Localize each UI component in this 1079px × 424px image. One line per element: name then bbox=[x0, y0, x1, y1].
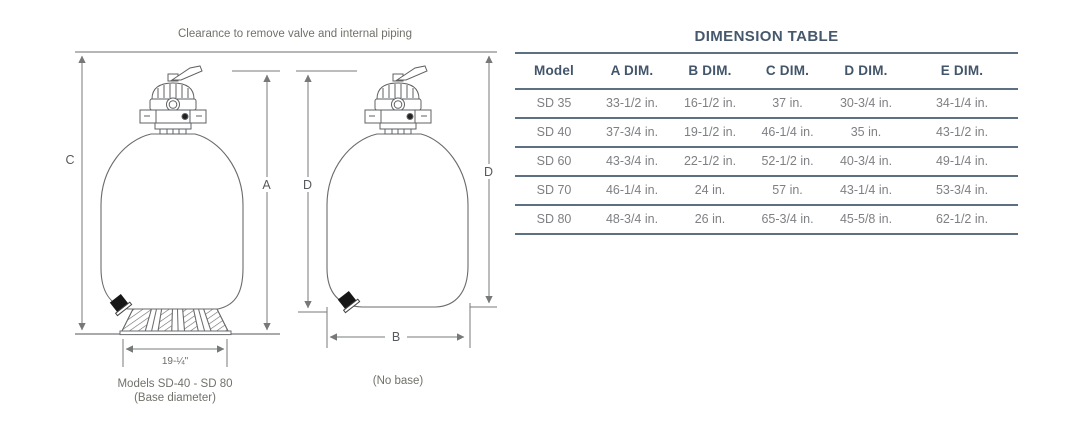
dim-value-cell: 37-3/4 in. bbox=[593, 118, 671, 148]
table-row-sd80: SD 80 48-3/4 in. 26 in. 65-3/4 in. 45-5/… bbox=[515, 205, 1018, 235]
dim-value-cell: 57 in. bbox=[749, 176, 826, 206]
model-cell: SD 60 bbox=[515, 147, 593, 177]
dim-value-cell: 46-1/4 in. bbox=[749, 118, 826, 148]
dim-value-cell: 45-5/8 in. bbox=[826, 205, 906, 235]
dim-value-cell: 52-1/2 in. bbox=[749, 147, 826, 177]
dim-label-b: B bbox=[392, 330, 400, 344]
col-header-model: Model bbox=[515, 52, 593, 90]
tank-no-base bbox=[326, 133, 469, 308]
dim-value-cell: 53-3/4 in. bbox=[906, 176, 1018, 206]
multiport-valve-left bbox=[139, 65, 207, 135]
col-header-e-dim: E DIM. bbox=[906, 52, 1018, 90]
clearance-note: Clearance to remove valve and internal p… bbox=[178, 28, 412, 40]
no-base-caption: (No base) bbox=[373, 375, 424, 387]
tank-with-base bbox=[100, 133, 244, 310]
dim-label-c: C bbox=[65, 153, 74, 167]
dim-value-cell: 46-1/4 in. bbox=[593, 176, 671, 206]
dim-value-cell: 62-1/2 in. bbox=[906, 205, 1018, 235]
dim-value-cell: 35 in. bbox=[826, 118, 906, 148]
dim-value-cell: 30-3/4 in. bbox=[826, 89, 906, 119]
col-header-d-dim: D DIM. bbox=[826, 52, 906, 90]
table-header-row: Model A DIM. B DIM. C DIM. D DIM. E DIM. bbox=[515, 52, 1018, 90]
base-caption-sub: (Base diameter) bbox=[134, 392, 216, 404]
dim-value-cell: 16-1/2 in. bbox=[671, 89, 749, 119]
dim-value-cell: 33-1/2 in. bbox=[593, 89, 671, 119]
dim-value-cell: 49-1/4 in. bbox=[906, 147, 1018, 177]
model-cell: SD 35 bbox=[515, 89, 593, 119]
base-width-label: 19-¼" bbox=[162, 355, 189, 367]
col-header-a-dim: A DIM. bbox=[593, 52, 671, 90]
dim-label-d-mid: D bbox=[303, 178, 312, 192]
table-row-sd35: SD 35 33-1/2 in. 16-1/2 in. 37 in. 30-3/… bbox=[515, 89, 1018, 119]
table-row-sd70: SD 70 46-1/4 in. 24 in. 57 in. 43-1/4 in… bbox=[515, 176, 1018, 206]
dim-value-cell: 26 in. bbox=[671, 205, 749, 235]
model-cell: SD 40 bbox=[515, 118, 593, 148]
table-row-sd60: SD 60 43-3/4 in. 22-1/2 in. 52-1/2 in. 4… bbox=[515, 147, 1018, 177]
dimension-table-panel: DIMENSION TABLE Model A DIM. B DIM. C DI… bbox=[515, 28, 1018, 235]
base-caption-models: Models SD-40 - SD 80 bbox=[117, 378, 232, 390]
table-row-sd40: SD 40 37-3/4 in. 19-1/2 in. 46-1/4 in. 3… bbox=[515, 118, 1018, 148]
dim-value-cell: 34-1/4 in. bbox=[906, 89, 1018, 119]
dim-value-cell: 43-1/4 in. bbox=[826, 176, 906, 206]
dim-value-cell: 40-3/4 in. bbox=[826, 147, 906, 177]
dim-value-cell: 24 in. bbox=[671, 176, 749, 206]
dim-value-cell: 37 in. bbox=[749, 89, 826, 119]
model-cell: SD 80 bbox=[515, 205, 593, 235]
dim-value-cell: 43-1/2 in. bbox=[906, 118, 1018, 148]
dim-value-cell: 48-3/4 in. bbox=[593, 205, 671, 235]
dim-value-cell: 65-3/4 in. bbox=[749, 205, 826, 235]
tank-base bbox=[119, 308, 232, 336]
model-cell: SD 70 bbox=[515, 176, 593, 206]
dim-value-cell: 43-3/4 in. bbox=[593, 147, 671, 177]
filter-clearance-diagram: Clearance to remove valve and internal p… bbox=[65, 28, 497, 404]
dim-label-d-right: D bbox=[484, 165, 493, 179]
dim-label-a: A bbox=[262, 178, 271, 192]
dim-value-cell: 22-1/2 in. bbox=[671, 147, 749, 177]
dimension-table: Model A DIM. B DIM. C DIM. D DIM. E DIM.… bbox=[515, 52, 1018, 235]
multiport-valve-right bbox=[364, 65, 432, 135]
col-header-c-dim: C DIM. bbox=[749, 52, 826, 90]
col-header-b-dim: B DIM. bbox=[671, 52, 749, 90]
dim-value-cell: 19-1/2 in. bbox=[671, 118, 749, 148]
dimension-table-title: DIMENSION TABLE bbox=[694, 28, 839, 45]
